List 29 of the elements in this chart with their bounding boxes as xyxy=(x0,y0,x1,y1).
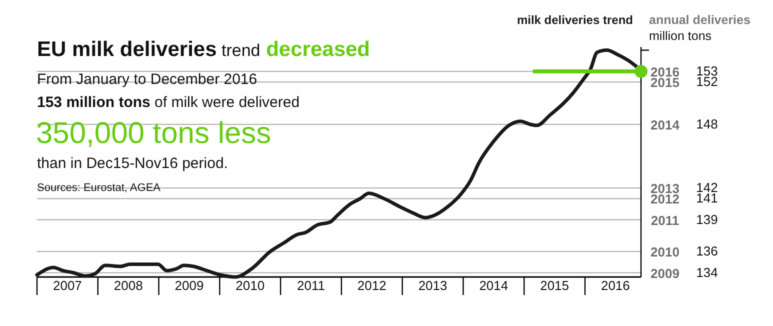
annotation: than in Dec15-Nov16 period. xyxy=(37,155,228,172)
annotation: 350,000 tons less xyxy=(36,117,272,150)
x-tick-label: 2013 xyxy=(418,278,448,294)
y-tick-label: 136 xyxy=(696,244,718,259)
x-tick-label: 2012 xyxy=(357,278,386,294)
text: From January to December 2016 xyxy=(37,71,258,88)
chart-title: EU milk deliveries trend decreased xyxy=(37,38,370,61)
x-tick-label: 2008 xyxy=(114,278,143,294)
text: 2016 xyxy=(650,64,680,80)
text: 2011 xyxy=(650,212,680,228)
text: milk deliveries trend xyxy=(516,13,633,27)
x-tick-label: 2009 xyxy=(174,278,204,294)
annotation: Sources: Eurostat, AGEA xyxy=(37,182,162,194)
x-tick-label: 2014 xyxy=(479,278,508,294)
x-tick-label: 2010 xyxy=(236,278,265,294)
text: 2009 xyxy=(650,266,680,281)
text: million tons xyxy=(649,29,712,43)
x-tick-label: 2011 xyxy=(297,278,325,294)
y-tick-label: 139 xyxy=(696,212,718,227)
y-tick-label: 148 xyxy=(696,116,718,132)
annotation: 153 million tons of milk were delivered xyxy=(37,94,300,111)
text: 2010 xyxy=(650,244,680,260)
y-tick-label: 134 xyxy=(696,264,718,280)
x-tick-label: 2015 xyxy=(540,278,569,294)
y-axis-title: annual deliveries xyxy=(649,13,750,27)
y-tick-label: 141 xyxy=(696,190,718,206)
x-tick-label: 2016 xyxy=(600,278,630,294)
text: 2014 xyxy=(650,117,680,132)
x-tick-label: 2007 xyxy=(52,278,82,294)
